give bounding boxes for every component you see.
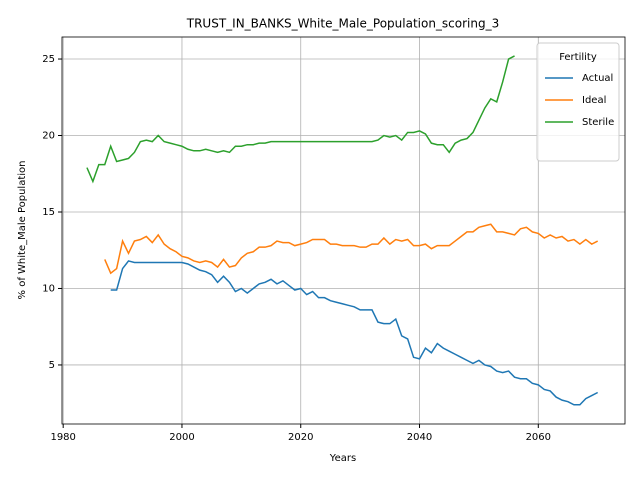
legend-label: Actual — [582, 73, 613, 84]
line-series — [110, 260, 599, 406]
y-axis-label: % of White_Male Population — [17, 161, 28, 300]
x-tick-label: 2020 — [288, 432, 313, 443]
chart-title: TRUST_IN_BANKS_White_Male_Population_sco… — [186, 17, 500, 31]
legend-box — [536, 42, 620, 162]
x-tick-label: 2000 — [169, 432, 194, 443]
line-series — [104, 223, 599, 275]
x-tick-label: 2040 — [407, 432, 432, 443]
x-tick-label: 1980 — [50, 432, 75, 443]
y-tick-label: 25 — [42, 54, 55, 65]
legend-label: Sterile — [582, 117, 614, 128]
x-axis-label: Years — [329, 453, 356, 464]
y-tick-label: 20 — [42, 131, 55, 142]
y-tick-label: 10 — [42, 283, 55, 294]
legend-label: Ideal — [582, 95, 606, 106]
y-tick-label: 15 — [42, 207, 55, 218]
legend-title: Fertility — [559, 52, 597, 63]
x-tick-label: 2060 — [526, 432, 551, 443]
y-tick-label: 5 — [49, 360, 55, 371]
line-series — [86, 55, 515, 184]
plot-frame — [61, 36, 626, 425]
